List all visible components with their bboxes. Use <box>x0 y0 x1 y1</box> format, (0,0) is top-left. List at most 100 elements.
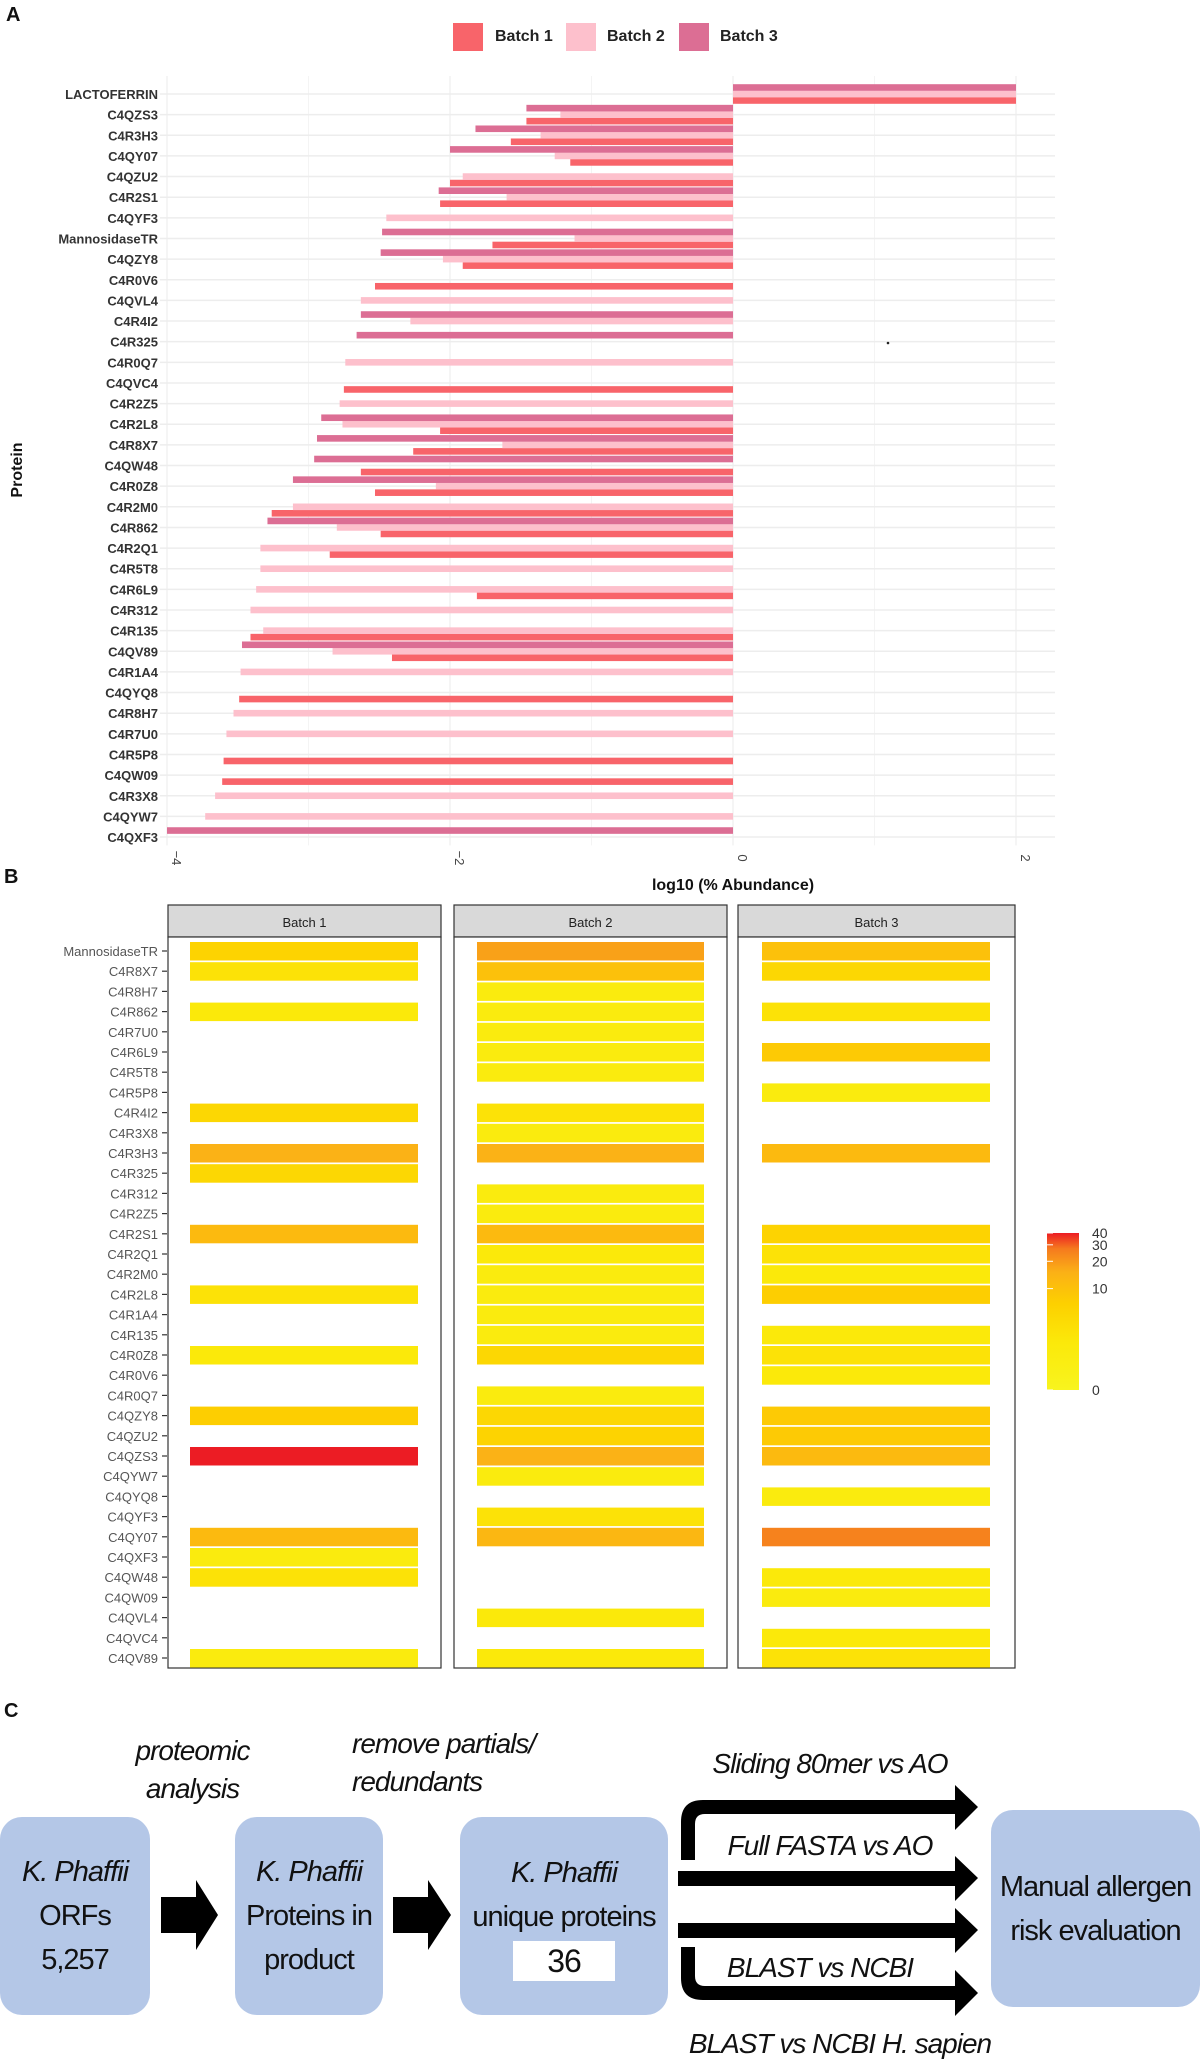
category-label: C4R0Q7 <box>107 355 158 370</box>
facet-strip <box>737 904 1016 938</box>
heatmap-cell <box>477 1325 704 1345</box>
step-label-proteomic: proteomic analysis <box>130 1735 255 1805</box>
heatmap-cell <box>477 1144 704 1163</box>
heatmap-cell <box>190 1649 418 1668</box>
bar-batch-2 <box>263 627 733 634</box>
heatmap-cell <box>477 1305 704 1325</box>
bar-batch-1 <box>492 241 733 249</box>
heatmap-cell <box>762 1628 990 1648</box>
x-tick-label: −2 <box>452 851 467 866</box>
heatmap-cell <box>190 942 418 961</box>
heatmap-cell <box>477 1406 704 1426</box>
bar-batch-2 <box>733 90 1016 98</box>
row-label: MannosidaseTR <box>63 944 158 959</box>
bar-batch-1 <box>391 654 733 662</box>
step-label-line: remove partials/ <box>352 1728 536 1759</box>
category-label: C4R4I2 <box>114 314 158 329</box>
heatmap-cell <box>762 1346 990 1365</box>
category-label: C4R3H3 <box>108 128 158 143</box>
bar-batch-2 <box>442 255 733 263</box>
bar-batch-3 <box>321 414 733 422</box>
panel-c-label: C <box>4 1700 19 1722</box>
category-label: C4R0V6 <box>109 273 158 288</box>
heatmap-cell <box>477 1608 704 1628</box>
heatmap-cell <box>477 1507 704 1527</box>
row-label: C4QY07 <box>108 1530 158 1545</box>
unique-protein-count: 36 <box>513 1941 615 1981</box>
bar-batch-2 <box>260 544 733 552</box>
legend-label-batch-2: Batch 2 <box>607 28 665 45</box>
branch-label-blast: BLAST vs NCBI <box>726 1952 914 1983</box>
arrow-fasta-icon <box>678 1856 978 1901</box>
bar-batch-2 <box>256 586 733 593</box>
heatmap-cell <box>762 1406 990 1426</box>
category-label: C4R135 <box>110 624 158 639</box>
category-label: C4R7U0 <box>108 727 158 742</box>
bar-batch-1 <box>343 386 733 393</box>
bent-arrow-top-icon <box>681 1785 978 1860</box>
bar-batch-3 <box>241 641 733 649</box>
category-label: C4R2L8 <box>110 417 158 432</box>
box-line: unique proteins <box>472 1901 656 1933</box>
row-label: C4R0V6 <box>109 1368 158 1383</box>
heatmap-facets: Batch 1 Batch 2 Batch 3 <box>167 904 1016 1669</box>
row-label: C4QYQ8 <box>105 1489 158 1504</box>
category-label: C4QW09 <box>105 768 158 783</box>
step-label-line: redundants <box>352 1766 483 1797</box>
heatmap-cell <box>477 1022 704 1042</box>
heatmap-cell <box>190 962 418 981</box>
stray-dot <box>886 341 890 345</box>
arrow-blast-icon <box>678 1908 978 1953</box>
bar-batch-1 <box>440 427 733 435</box>
row-label: C4QZU2 <box>107 1429 158 1444</box>
heatmap-cell <box>477 1103 704 1123</box>
panel-b-label: B <box>4 866 19 888</box>
color-bar-label: 10 <box>1092 1281 1108 1297</box>
bar-batch-2 <box>435 482 733 490</box>
row-label: C4R135 <box>110 1328 158 1343</box>
bar-batch-1 <box>239 695 734 703</box>
heatmap-cell <box>762 1325 990 1345</box>
bar-batch-2 <box>410 317 733 325</box>
bar-batch-1 <box>526 117 733 125</box>
row-label: C4R4I2 <box>114 1106 158 1121</box>
bar-batch-1 <box>375 282 733 290</box>
heatmap-cell <box>190 1527 418 1547</box>
category-label: C4R8H7 <box>108 706 158 721</box>
bent-arrow-bottom-icon <box>681 1947 978 2016</box>
row-label: C4R0Z8 <box>110 1348 158 1363</box>
bar-batch-1 <box>462 262 733 269</box>
bar-batch-2 <box>345 359 733 366</box>
row-label: C4R8H7 <box>108 984 158 999</box>
legend-label-batch-1: Batch 1 <box>495 28 553 45</box>
branch-label-blast-h-sapien: BLAST vs NCBI H. sapien <box>688 2028 992 2059</box>
bar-category-labels: LACTOFERRIN C4QZS3 C4R3H3 C4QY07 C4QZU2 C4R2S… <box>58 87 158 845</box>
bar-tick-labels: −4 −2 0 2 <box>169 851 1033 866</box>
heatmap-cell <box>477 942 704 961</box>
facet-label: Batch 3 <box>854 915 898 930</box>
box-line: Proteins in <box>245 1900 373 1932</box>
heatmap-cell <box>190 1224 418 1244</box>
heatmap-cell <box>762 942 990 961</box>
bar-batch-2 <box>215 792 734 800</box>
heatmap-cell <box>762 1144 990 1163</box>
bar-batch-3 <box>360 311 733 318</box>
heatmap-cell <box>477 1043 704 1062</box>
bar-batch-2 <box>260 565 733 573</box>
box-orfs: K. Phaffii ORFs 5,257 <box>0 1817 150 2015</box>
heatmap-cell <box>762 1265 990 1284</box>
row-label: C4QZY8 <box>107 1409 158 1424</box>
bar-batch-3 <box>475 125 733 133</box>
flow-arrows <box>161 1785 978 2016</box>
category-label: C4R312 <box>110 603 158 618</box>
facet-label: Batch 1 <box>282 915 326 930</box>
box-line: ORFs <box>39 1900 112 1932</box>
category-label: C4QZY8 <box>107 252 158 267</box>
bar-batch-1 <box>413 448 733 455</box>
heatmap-cell <box>762 1527 990 1547</box>
bar-batch-2 <box>240 668 733 676</box>
row-label: C4R862 <box>110 1005 158 1020</box>
facet-strip <box>167 904 442 938</box>
